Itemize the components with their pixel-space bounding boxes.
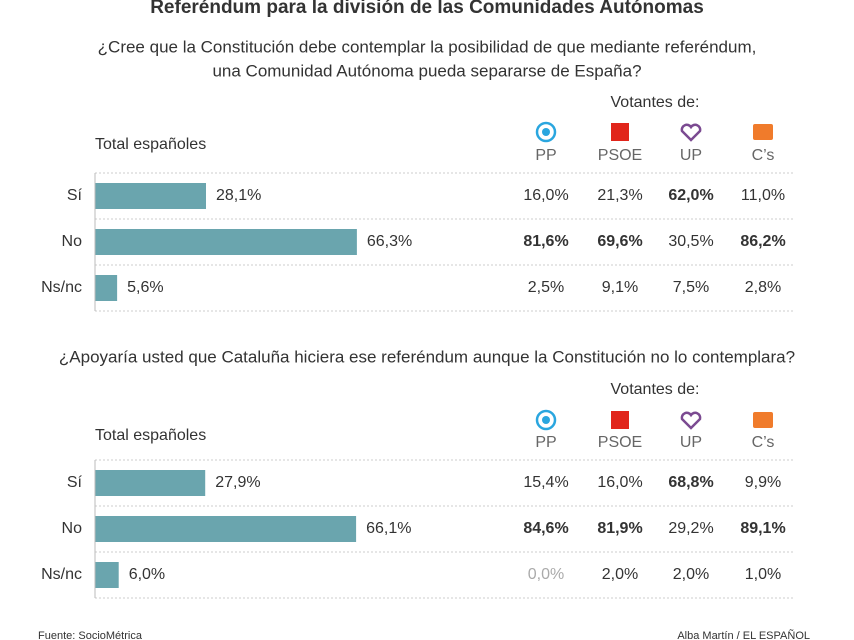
party-value: 81,6%: [523, 233, 568, 250]
psoe-logo: [611, 411, 629, 429]
credit: Alba Martín / EL ESPAÑOL: [677, 629, 810, 640]
party-value: 15,4%: [523, 474, 568, 491]
party-value: 62,0%: [668, 187, 713, 204]
question: ¿Apoyaría usted que Cataluña hiciera ese…: [59, 347, 795, 366]
party-name: PP: [535, 434, 556, 451]
pp-logo-inner: [542, 128, 550, 136]
party-value: 16,0%: [597, 474, 642, 491]
bar-label: 5,6%: [127, 279, 163, 296]
question: ¿Cree que la Constitución debe contempla…: [98, 37, 757, 56]
bar-label: 66,3%: [367, 233, 412, 250]
pp-logo: [535, 409, 557, 431]
bar: [95, 516, 357, 542]
category: Ns/nc: [41, 279, 82, 296]
party-value: 11,0%: [741, 187, 785, 204]
title: Referéndum para la división de las Comun…: [150, 0, 704, 18]
category: No: [62, 520, 83, 537]
party-value: 9,9%: [745, 474, 781, 491]
party-value: 30,5%: [668, 233, 713, 250]
party-name: UP: [680, 147, 702, 164]
total-label: Total españoles: [95, 136, 206, 153]
party-value: 69,6%: [597, 233, 642, 250]
bar-label: 28,1%: [216, 187, 261, 204]
party-value: 68,8%: [668, 474, 713, 491]
category: No: [62, 233, 83, 250]
bar: [95, 183, 206, 209]
bar-label: 6,0%: [129, 566, 165, 583]
party-name: PP: [535, 147, 556, 164]
up-logo: [680, 123, 702, 142]
bar-label: 27,9%: [215, 474, 260, 491]
cs-logo: [753, 412, 773, 428]
category: Sí: [67, 187, 83, 204]
party-value: 2,0%: [602, 566, 638, 583]
party-value: 29,2%: [668, 520, 713, 537]
party-value: 81,9%: [597, 520, 642, 537]
source: Fuente: SocioMétrica: [38, 630, 143, 640]
bar: [95, 229, 357, 255]
party-value: 2,5%: [528, 279, 564, 296]
question: una Comunidad Autónoma pueda separarse d…: [212, 61, 641, 80]
party-value: 9,1%: [602, 279, 638, 296]
party-value: 21,3%: [597, 187, 642, 204]
party-value: 2,8%: [745, 279, 781, 296]
party-value: 86,2%: [740, 233, 785, 250]
category: Sí: [67, 474, 83, 491]
pp-logo-inner: [542, 416, 550, 424]
voters-label: Votantes de:: [611, 381, 700, 398]
total-label: Total españoles: [95, 427, 206, 444]
party-value: 2,0%: [673, 566, 709, 583]
party-value: 16,0%: [523, 187, 568, 204]
party-value: 84,6%: [523, 520, 568, 537]
party-value: 7,5%: [673, 279, 709, 296]
cs-logo: [753, 124, 773, 140]
up-logo: [680, 411, 702, 430]
bar: [95, 470, 206, 496]
party-value: 1,0%: [745, 566, 781, 583]
category: Ns/nc: [41, 566, 82, 583]
party-name: PSOE: [598, 147, 642, 164]
party-name: PSOE: [598, 434, 642, 451]
party-value: 89,1%: [740, 520, 785, 537]
party-name: C’s: [752, 434, 775, 451]
party-value: 0,0%: [528, 566, 564, 583]
psoe-logo: [611, 123, 629, 141]
pp-logo: [535, 121, 557, 143]
bar: [95, 275, 118, 301]
party-name: C’s: [752, 147, 775, 164]
party-name: UP: [680, 434, 702, 451]
voters-label: Votantes de:: [611, 94, 700, 111]
bar-label: 66,1%: [366, 520, 411, 537]
bar: [95, 562, 119, 588]
